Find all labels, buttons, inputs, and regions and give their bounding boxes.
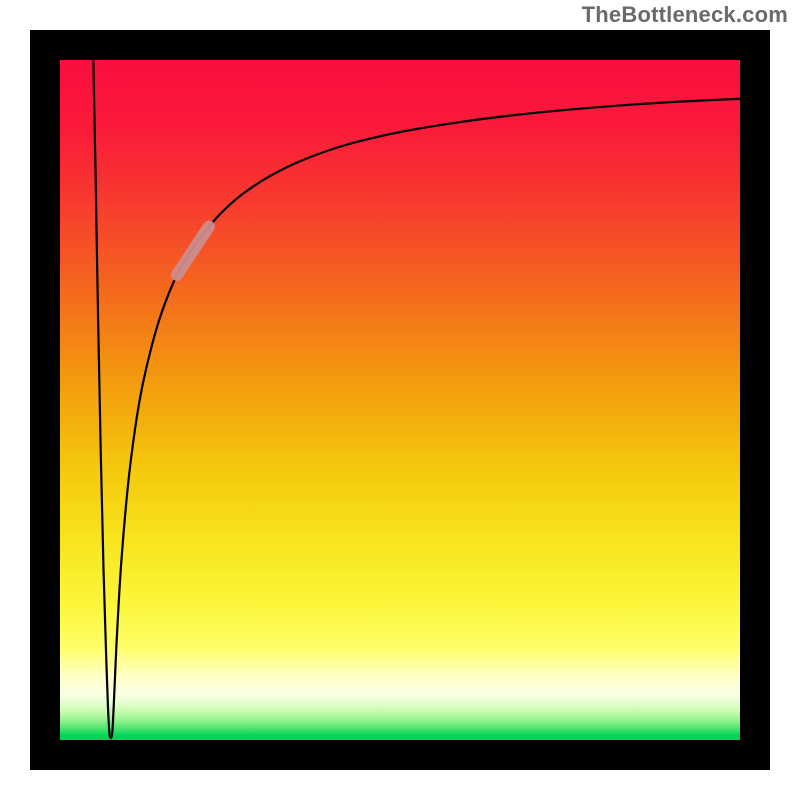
figure-root: TheBottleneck.com: [0, 0, 800, 800]
plot-svg: [0, 0, 800, 800]
gradient-background: [60, 60, 740, 740]
watermark-text: TheBottleneck.com: [582, 2, 788, 28]
